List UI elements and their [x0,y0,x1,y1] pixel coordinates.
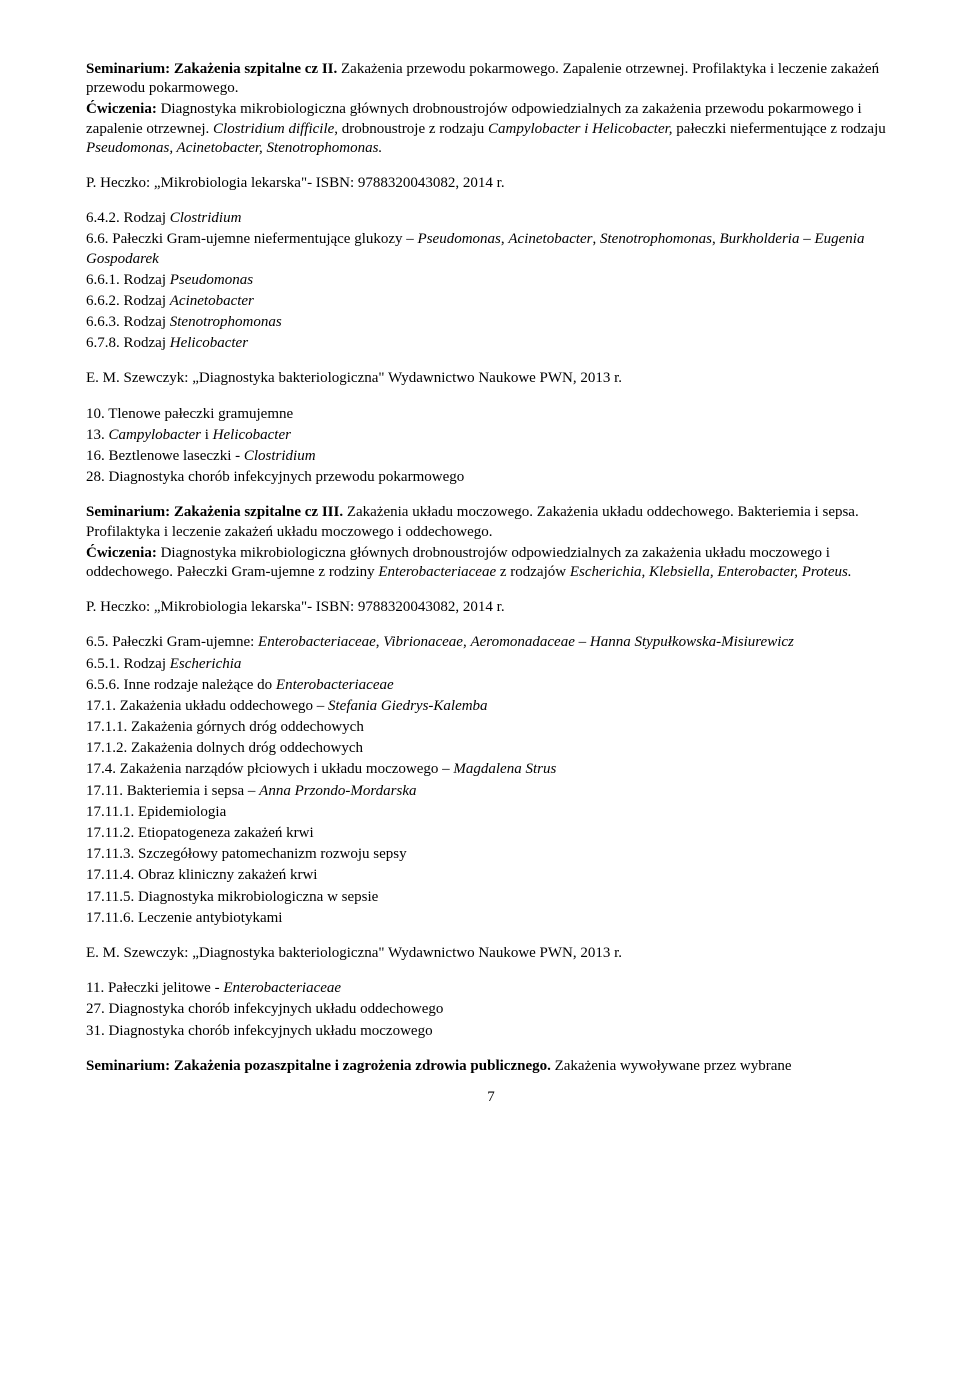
exercises-paragraph: Ćwiczenia: Diagnostyka mikrobiologiczna … [86,544,896,582]
list-item: 17.11.3. Szczegółowy patomechanizm rozwo… [86,845,896,864]
exercises-label: Ćwiczenia: [86,101,157,117]
list-item: 17.11.6. Leczenie antybiotykami [86,909,896,928]
list-item: 17.1.1. Zakażenia górnych dróg oddechowy… [86,718,896,737]
exercises-italic-3: Pseudomonas, Acinetobacter, Stenotrophom… [86,140,382,156]
list-item: 6.4.2. Rodzaj Clostridium [86,209,896,228]
section-nosocomial-iii: Seminarium: Zakażenia szpitalne cz III. … [86,503,896,582]
exercises-italic-1: Enterobacteriaceae [378,564,499,580]
list-item: 17.11.1. Epidemiologia [86,803,896,822]
list-item: 17.1. Zakażenia układu oddechowego – Ste… [86,697,896,716]
seminar-title: Seminarium: Zakażenia szpitalne cz II. Z… [86,60,896,98]
list-item: 6.7.8. Rodzaj Helicobacter [86,334,896,353]
seminar-title-bold: Seminarium: Zakażenia szpitalne cz II. [86,61,337,77]
list-szewczyk-1: 10. Tlenowe pałeczki gramujemne 13. Camp… [86,405,896,488]
list-heczko-1: 6.4.2. Rodzaj Clostridium 6.6. Pałeczki … [86,209,896,353]
list-item: 17.4. Zakażenia narządów płciowych i ukł… [86,760,896,779]
exercises-italic-2: Escherichia, Klebsiella, Enterobacter, P… [570,564,852,580]
list-item: 17.11.2. Etiopatogeneza zakażeń krwi [86,824,896,843]
exercises-italic-2: Campylobacter i Helicobacter, [488,121,673,137]
reference-szewczyk-1: E. M. Szewczyk: „Diagnostyka bakteriolog… [86,369,896,388]
list-heczko-2: 6.5. Pałeczki Gram-ujemne: Enterobacteri… [86,633,896,928]
section-nosocomial-ii: Seminarium: Zakażenia szpitalne cz II. Z… [86,60,896,158]
seminar-title-bold: Seminarium: Zakażenia szpitalne cz III. [86,504,343,520]
exercises-italic-1: Clostridium difficile [213,121,334,137]
list-item: 17.11. Bakteriemia i sepsa – Anna Przond… [86,782,896,801]
exercises-label: Ćwiczenia: [86,545,157,561]
exercises-paragraph: Ćwiczenia: Diagnostyka mikrobiologiczna … [86,100,896,158]
list-item: 27. Diagnostyka chorób infekcyjnych ukła… [86,1000,896,1019]
reference-heczko-2: P. Heczko: „Mikrobiologia lekarska"- ISB… [86,598,896,617]
list-item: 10. Tlenowe pałeczki gramujemne [86,405,896,424]
list-item: 6.6.2. Rodzaj Acinetobacter [86,292,896,311]
list-item: 31. Diagnostyka chorób infekcyjnych ukła… [86,1022,896,1041]
list-item: 6.6.1. Rodzaj Pseudomonas [86,271,896,290]
seminar-title-bold: Seminarium: Zakażenia pozaszpitalne i za… [86,1058,551,1074]
page-number: 7 [86,1088,896,1107]
list-szewczyk-2: 11. Pałeczki jelitowe - Enterobacteriace… [86,979,896,1041]
section-community-acquired: Seminarium: Zakażenia pozaszpitalne i za… [86,1057,896,1076]
list-item: 6.5.6. Inne rodzaje należące do Enteroba… [86,676,896,695]
list-item: 28. Diagnostyka chorób infekcyjnych prze… [86,468,896,487]
list-item: 17.1.2. Zakażenia dolnych dróg oddechowy… [86,739,896,758]
reference-heczko-1: P. Heczko: „Mikrobiologia lekarska"- ISB… [86,174,896,193]
seminar-title: Seminarium: Zakażenia pozaszpitalne i za… [86,1057,896,1076]
exercises-text-3: pałeczki niefermentujące z rodzaju [673,121,886,137]
list-item: 6.5. Pałeczki Gram-ujemne: Enterobacteri… [86,633,896,652]
list-item: 6.5.1. Rodzaj Escherichia [86,655,896,674]
seminar-title: Seminarium: Zakażenia szpitalne cz III. … [86,503,896,541]
list-item: 6.6.3. Rodzaj Stenotrophomonas [86,313,896,332]
reference-szewczyk-2: E. M. Szewczyk: „Diagnostyka bakteriolog… [86,944,896,963]
list-item: 11. Pałeczki jelitowe - Enterobacteriace… [86,979,896,998]
list-item: 17.11.4. Obraz kliniczny zakażeń krwi [86,866,896,885]
list-item: 16. Beztlenowe laseczki - Clostridium [86,447,896,466]
list-item: 6.6. Pałeczki Gram-ujemne niefermentując… [86,230,896,268]
exercises-text-2: z rodzajów [500,564,570,580]
exercises-text-2: , drobnoustroje z rodzaju [334,121,488,137]
seminar-title-rest: Zakażenia wywoływane przez wybrane [551,1058,792,1074]
list-item: 13. Campylobacter i Helicobacter [86,426,896,445]
list-item: 17.11.5. Diagnostyka mikrobiologiczna w … [86,888,896,907]
